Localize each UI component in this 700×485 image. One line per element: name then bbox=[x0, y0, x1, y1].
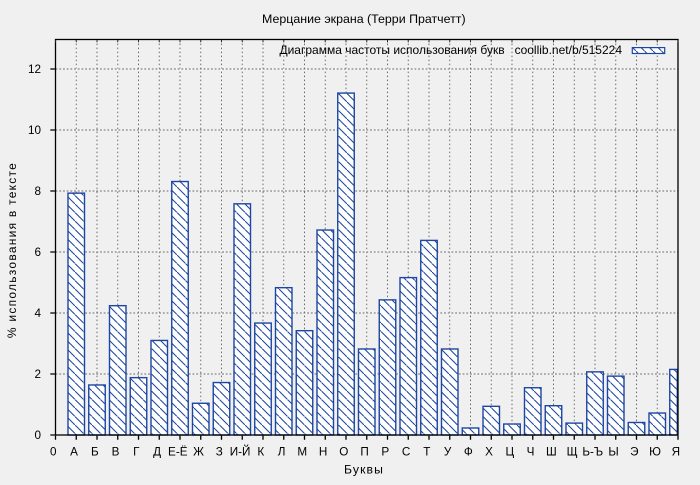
svg-text:Я: Я bbox=[672, 445, 680, 458]
svg-text:Ы: Ы bbox=[608, 445, 618, 458]
svg-text:Г: Г bbox=[133, 445, 140, 458]
svg-text:Е-Ё: Е-Ё bbox=[168, 445, 188, 458]
svg-text:А: А bbox=[70, 445, 78, 458]
svg-text:З: З bbox=[216, 445, 223, 458]
svg-text:Д: Д bbox=[153, 445, 161, 458]
svg-text:10: 10 bbox=[28, 124, 42, 137]
svg-text:Х: Х bbox=[485, 445, 493, 458]
svg-text:Щ: Щ bbox=[567, 445, 578, 458]
svg-text:Ж: Ж bbox=[193, 445, 204, 458]
svg-text:Э: Э bbox=[630, 445, 638, 458]
svg-text:О: О bbox=[339, 445, 348, 458]
svg-text:К: К bbox=[257, 445, 264, 458]
svg-text:Р: Р bbox=[381, 445, 389, 458]
svg-text:2: 2 bbox=[34, 368, 41, 381]
svg-text:С: С bbox=[402, 445, 410, 458]
svg-text:0: 0 bbox=[50, 445, 57, 458]
svg-text:Т: Т bbox=[423, 445, 430, 458]
svg-text:М: М bbox=[297, 445, 307, 458]
svg-text:Ь-Ъ: Ь-Ъ bbox=[582, 445, 603, 458]
svg-text:Ф: Ф bbox=[464, 445, 473, 458]
svg-text:И-Й: И-Й bbox=[230, 445, 251, 458]
svg-text:Ц: Ц bbox=[505, 445, 514, 458]
svg-text:0: 0 bbox=[34, 429, 41, 442]
svg-text:Ю: Ю bbox=[649, 445, 661, 458]
svg-text:Б: Б bbox=[91, 445, 99, 458]
svg-text:П: П bbox=[360, 445, 368, 458]
svg-text:Мерцание экрана (Терри Пратчет: Мерцание экрана (Терри Пратчетт) bbox=[262, 12, 466, 26]
svg-text:6: 6 bbox=[34, 246, 41, 259]
svg-text:Диаграмма частоты использовани: Диаграмма частоты использования букв coo… bbox=[279, 43, 622, 57]
svg-text:Л: Л bbox=[278, 445, 286, 458]
svg-text:Н: Н bbox=[319, 445, 327, 458]
svg-text:% использования в тексте: % использования в тексте bbox=[5, 162, 19, 338]
svg-text:12: 12 bbox=[28, 63, 41, 76]
svg-text:8: 8 bbox=[34, 185, 41, 198]
svg-text:У: У bbox=[444, 445, 452, 458]
svg-text:В: В bbox=[112, 445, 120, 458]
svg-text:Ч: Ч bbox=[527, 445, 535, 458]
svg-text:Ш: Ш bbox=[546, 445, 557, 458]
svg-text:Буквы: Буквы bbox=[344, 463, 384, 477]
svg-text:4: 4 bbox=[34, 307, 41, 320]
